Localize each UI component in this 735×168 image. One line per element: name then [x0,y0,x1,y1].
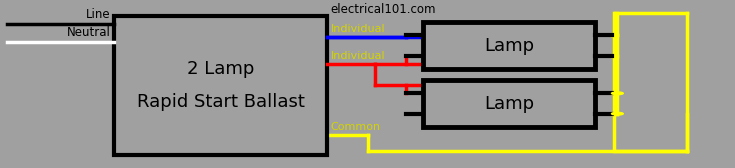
Circle shape [612,112,623,115]
Text: Common: Common [331,122,381,132]
Text: Lamp: Lamp [484,37,534,55]
Text: Rapid Start Ballast: Rapid Start Ballast [137,93,304,111]
Text: Line: Line [85,8,110,21]
Text: Neutral: Neutral [66,26,110,39]
Text: Individual: Individual [331,24,385,34]
Text: Lamp: Lamp [484,95,534,113]
Bar [423,80,595,127]
Circle shape [612,92,623,95]
Text: electrical101.com: electrical101.com [331,3,437,16]
Bar [114,16,327,155]
Text: 2 Lamp: 2 Lamp [187,60,254,78]
Bar [423,23,595,69]
Text: Individual: Individual [331,51,385,60]
